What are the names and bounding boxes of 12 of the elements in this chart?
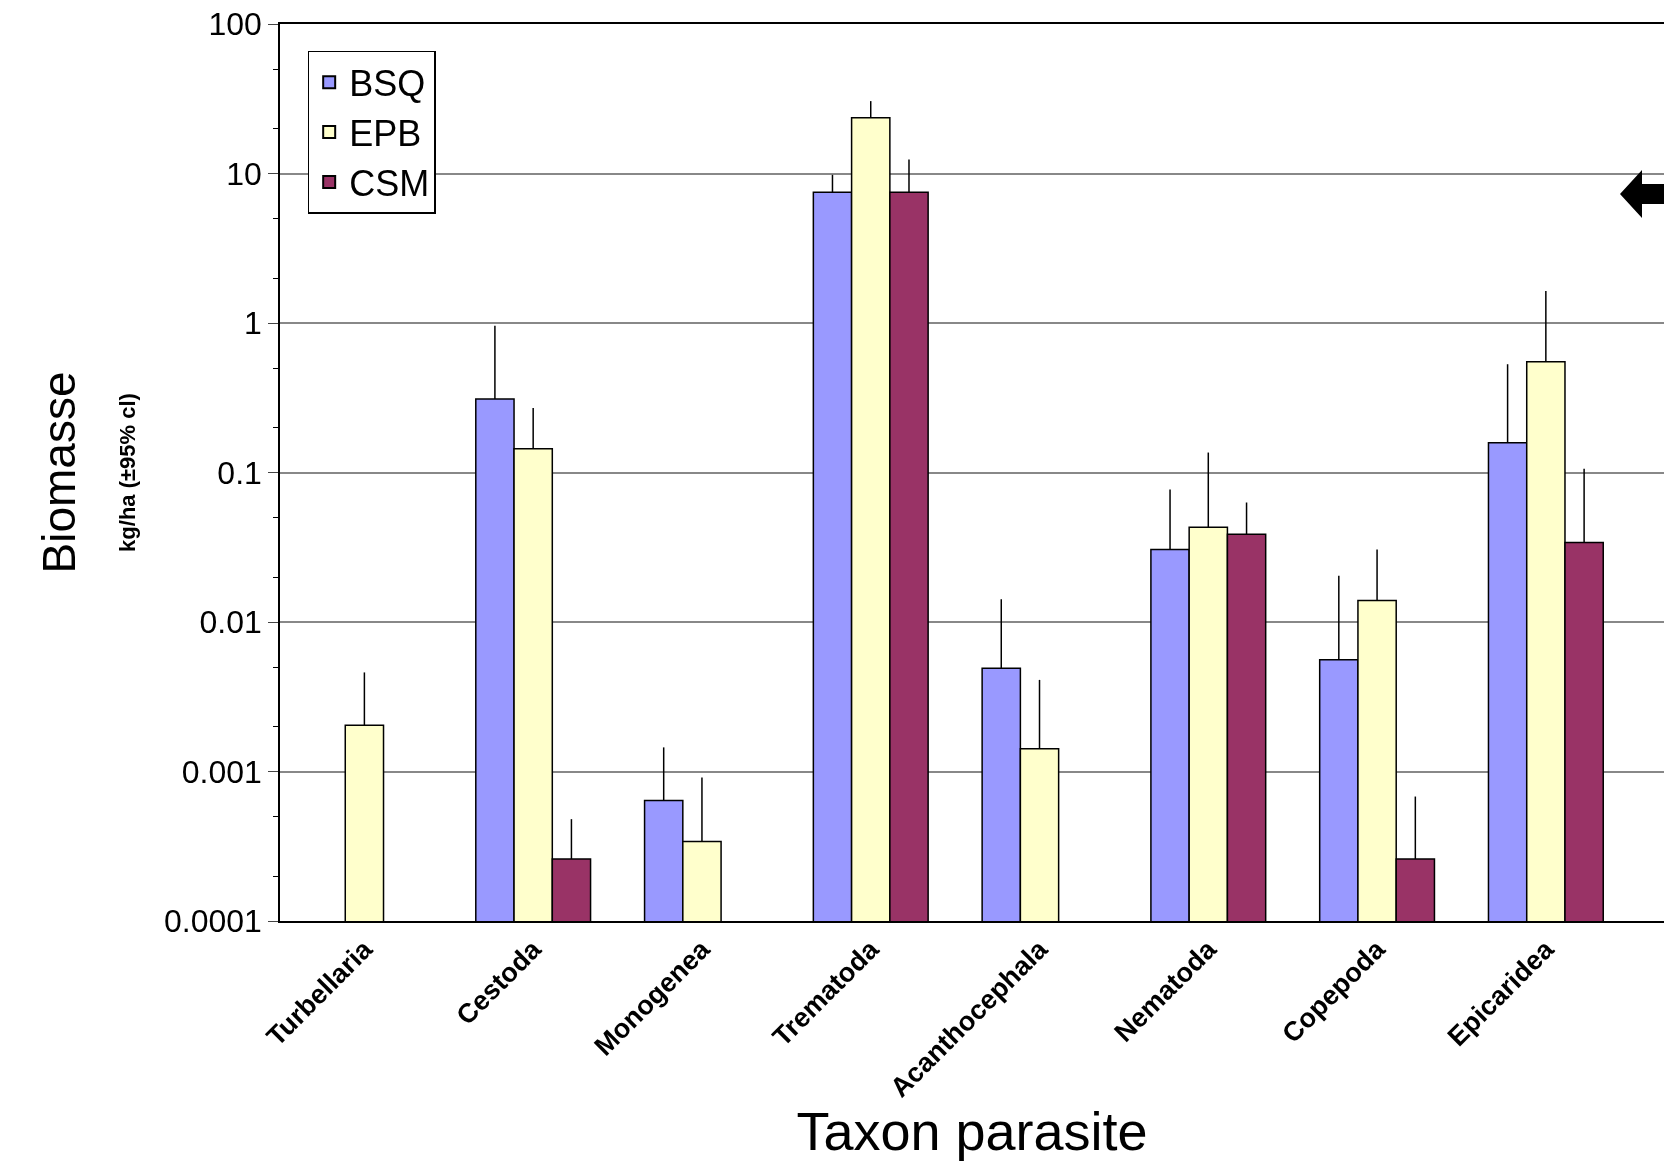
y-tick-label: 1 — [244, 305, 262, 342]
legend-label: BSQ — [349, 63, 426, 105]
y-tick-label: 100 — [208, 6, 262, 43]
legend-label: CSM — [349, 162, 430, 204]
y-tick-label: 0.1 — [217, 454, 262, 491]
y-tick-label: 0.001 — [181, 753, 262, 790]
y-axis-title: Biomasse kg/ha (±95% cl) — [33, 371, 140, 574]
y-tick-label: 10 — [226, 155, 262, 192]
legend-label: EPB — [349, 113, 422, 155]
y-tick-label: 0.01 — [199, 604, 262, 641]
x-axis-title: Taxon parasite — [796, 1101, 1148, 1161]
y-tick-label: 0.0001 — [163, 903, 262, 940]
